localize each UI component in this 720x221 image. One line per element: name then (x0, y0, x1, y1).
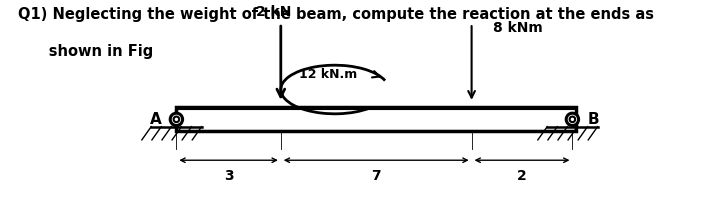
Text: 7: 7 (372, 169, 381, 183)
Text: shown in Fig: shown in Fig (18, 44, 153, 59)
Text: 8 kNm: 8 kNm (493, 21, 543, 35)
Ellipse shape (570, 116, 575, 122)
Bar (176, 107, 576, 131)
Text: 3: 3 (224, 169, 233, 183)
Text: 2: 2 (517, 169, 527, 183)
Text: Q1) Neglecting the weight of the beam, compute the reaction at the ends as: Q1) Neglecting the weight of the beam, c… (18, 7, 654, 22)
Text: A: A (150, 112, 161, 127)
Ellipse shape (566, 113, 579, 126)
Ellipse shape (174, 116, 179, 122)
Text: 2 kN: 2 kN (256, 5, 292, 19)
Ellipse shape (170, 113, 183, 126)
Text: 12 kN.m: 12 kN.m (299, 68, 357, 80)
Text: B: B (588, 112, 599, 127)
